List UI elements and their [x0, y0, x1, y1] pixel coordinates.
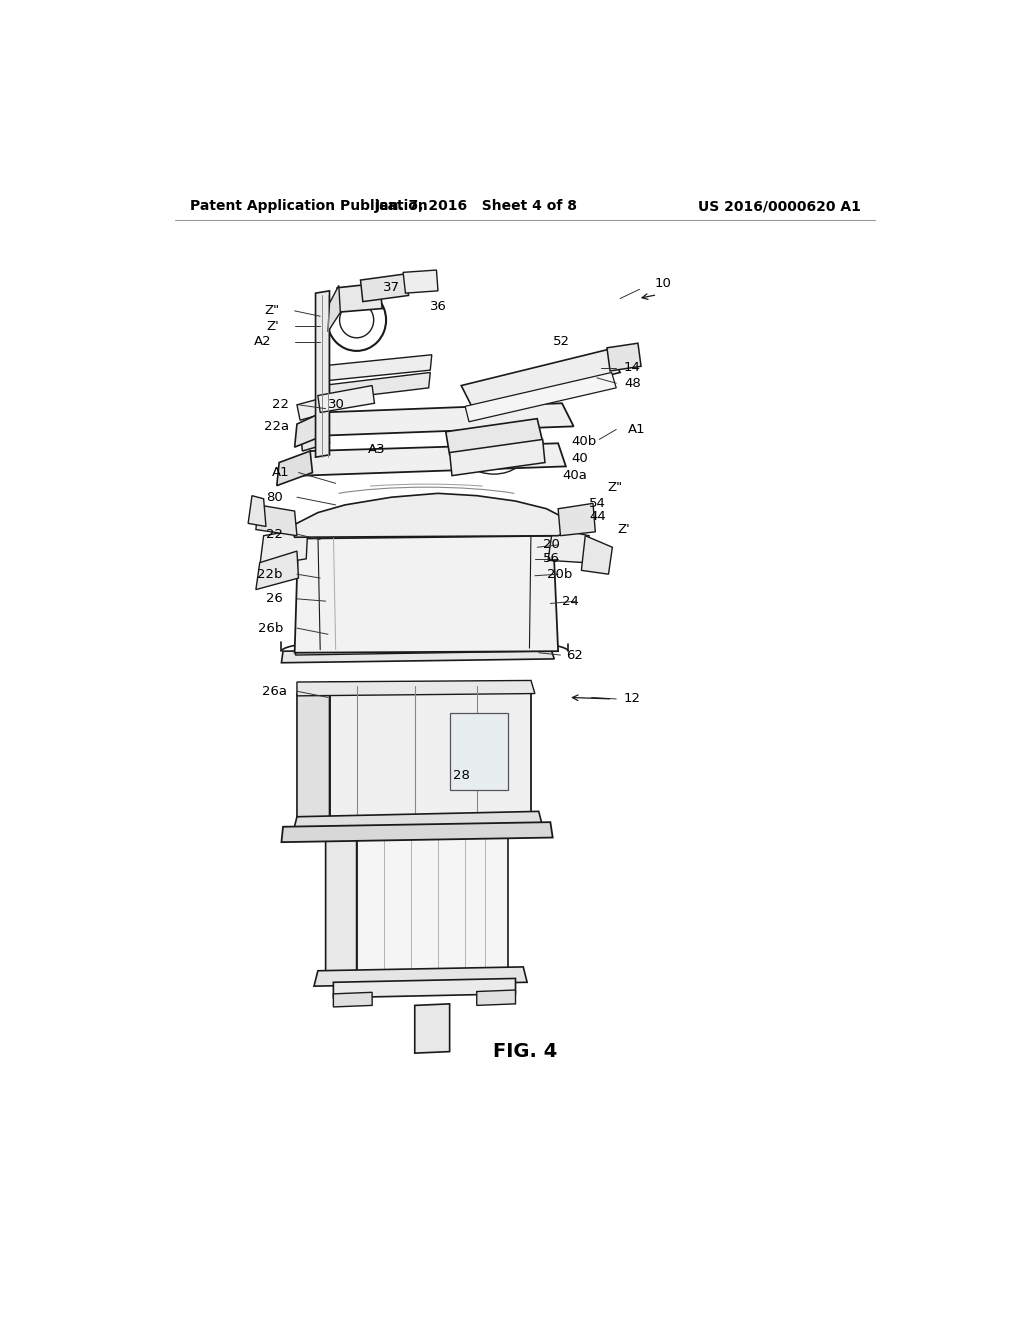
- Text: Patent Application Publication: Patent Application Publication: [190, 199, 428, 213]
- Polygon shape: [289, 524, 568, 539]
- Polygon shape: [297, 682, 330, 840]
- Polygon shape: [293, 812, 543, 832]
- Polygon shape: [295, 412, 324, 447]
- Text: Z": Z": [607, 482, 622, 495]
- Text: A2: A2: [254, 335, 271, 348]
- Polygon shape: [450, 440, 545, 475]
- Text: 48: 48: [624, 376, 641, 389]
- Text: 22b: 22b: [257, 568, 283, 581]
- Polygon shape: [465, 372, 616, 422]
- Text: Z': Z': [266, 319, 280, 333]
- Polygon shape: [256, 552, 299, 590]
- Polygon shape: [295, 644, 541, 655]
- Polygon shape: [326, 829, 356, 982]
- Text: US 2016/0000620 A1: US 2016/0000620 A1: [697, 199, 860, 213]
- Text: 26b: 26b: [258, 622, 283, 635]
- Text: FIG. 4: FIG. 4: [493, 1041, 557, 1061]
- Polygon shape: [328, 285, 340, 331]
- Text: 24: 24: [562, 594, 579, 607]
- Text: 30: 30: [328, 399, 345, 412]
- Polygon shape: [326, 821, 508, 836]
- Text: 44: 44: [589, 510, 606, 523]
- Polygon shape: [360, 275, 409, 302]
- Polygon shape: [477, 990, 515, 1006]
- Polygon shape: [295, 527, 558, 653]
- Polygon shape: [297, 397, 328, 420]
- Polygon shape: [461, 350, 621, 409]
- Text: 26: 26: [266, 593, 283, 606]
- Text: 37: 37: [383, 281, 400, 294]
- Polygon shape: [321, 372, 430, 401]
- Polygon shape: [334, 978, 515, 998]
- Polygon shape: [260, 528, 308, 566]
- Text: 40a: 40a: [562, 469, 587, 482]
- Polygon shape: [336, 284, 382, 313]
- Polygon shape: [248, 496, 266, 527]
- Text: A1: A1: [271, 466, 289, 479]
- Polygon shape: [445, 418, 543, 455]
- Polygon shape: [450, 713, 508, 789]
- Text: 54: 54: [589, 496, 606, 510]
- Polygon shape: [356, 829, 508, 974]
- Text: 22: 22: [266, 528, 283, 541]
- Text: 14: 14: [624, 362, 641, 375]
- Polygon shape: [321, 404, 573, 436]
- Polygon shape: [302, 444, 566, 475]
- Polygon shape: [317, 385, 375, 412]
- Text: Z': Z': [617, 523, 631, 536]
- Polygon shape: [558, 503, 595, 536]
- Text: 40b: 40b: [571, 436, 597, 449]
- Polygon shape: [607, 343, 641, 371]
- Polygon shape: [403, 271, 438, 293]
- Text: Z": Z": [264, 305, 280, 317]
- Text: Jan. 7, 2016   Sheet 4 of 8: Jan. 7, 2016 Sheet 4 of 8: [375, 199, 579, 213]
- Polygon shape: [256, 506, 297, 536]
- Polygon shape: [297, 681, 535, 696]
- Polygon shape: [315, 290, 330, 457]
- Text: 28: 28: [453, 770, 470, 783]
- Text: 56: 56: [543, 552, 559, 565]
- Polygon shape: [282, 822, 553, 842]
- Text: A3: A3: [369, 444, 386, 455]
- Polygon shape: [330, 682, 531, 829]
- Text: 40: 40: [571, 453, 588, 465]
- Polygon shape: [415, 1003, 450, 1053]
- Text: 52: 52: [553, 335, 569, 348]
- Text: 20b: 20b: [547, 568, 571, 581]
- Text: 20: 20: [543, 539, 559, 552]
- Polygon shape: [582, 536, 612, 574]
- Text: 10: 10: [655, 277, 672, 289]
- Text: 26a: 26a: [262, 685, 287, 698]
- Polygon shape: [316, 355, 432, 381]
- Text: 22: 22: [272, 399, 289, 412]
- Polygon shape: [300, 420, 330, 451]
- Text: 62: 62: [566, 648, 583, 661]
- Text: 22a: 22a: [264, 420, 289, 433]
- Polygon shape: [314, 966, 527, 986]
- Polygon shape: [548, 528, 589, 562]
- Text: 36: 36: [429, 300, 446, 313]
- Text: 80: 80: [266, 491, 283, 504]
- Polygon shape: [282, 647, 554, 663]
- Polygon shape: [291, 494, 568, 537]
- Polygon shape: [334, 993, 372, 1007]
- Polygon shape: [276, 451, 312, 486]
- Text: A1: A1: [628, 422, 645, 436]
- Text: 12: 12: [624, 693, 641, 705]
